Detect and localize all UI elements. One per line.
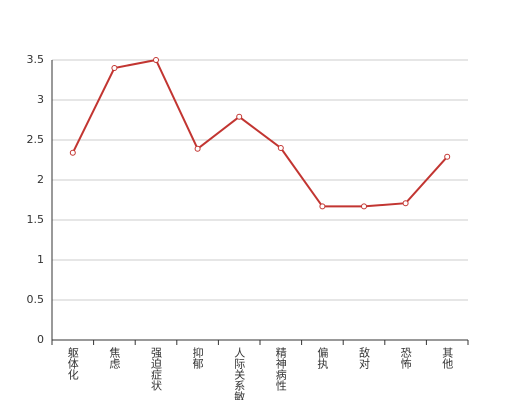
point (361, 203, 367, 210)
point (153, 57, 159, 63)
x-tick-label: 躯体化 (66, 347, 79, 381)
point (277, 145, 284, 151)
y-tick-label: 3 (37, 93, 44, 106)
y-tick-label: 1.5 (27, 213, 45, 226)
x-tick-label: 精神病性 (274, 347, 287, 392)
point (402, 200, 409, 207)
y-tick-label: 0 (37, 333, 44, 346)
y-tick-label: 2 (37, 173, 44, 186)
x-tick-label: 人际关系敏感 (233, 347, 246, 400)
x-tick-label: 强迫症状 (150, 347, 163, 391)
y-tick-label: 1 (37, 253, 44, 266)
point (194, 145, 201, 152)
point (319, 203, 326, 210)
line (71, 58, 448, 208)
x-tick-label: 偏执 (316, 346, 329, 370)
x-tick-label: 抑郁 (191, 346, 204, 369)
point (69, 149, 76, 156)
point (111, 65, 118, 71)
x-tick-label: 敌对 (358, 346, 371, 369)
x-tick-label: 其他 (441, 347, 454, 369)
x-tick-label: 焦虑 (108, 347, 121, 369)
y-tick-label: 0.5 (27, 293, 45, 306)
y-tick-label: 3.5 (27, 53, 45, 66)
x-tick-label: 恐怖 (399, 347, 412, 369)
y-tick-label: 2.5 (27, 133, 45, 146)
point (236, 113, 243, 120)
point (444, 153, 451, 160)
